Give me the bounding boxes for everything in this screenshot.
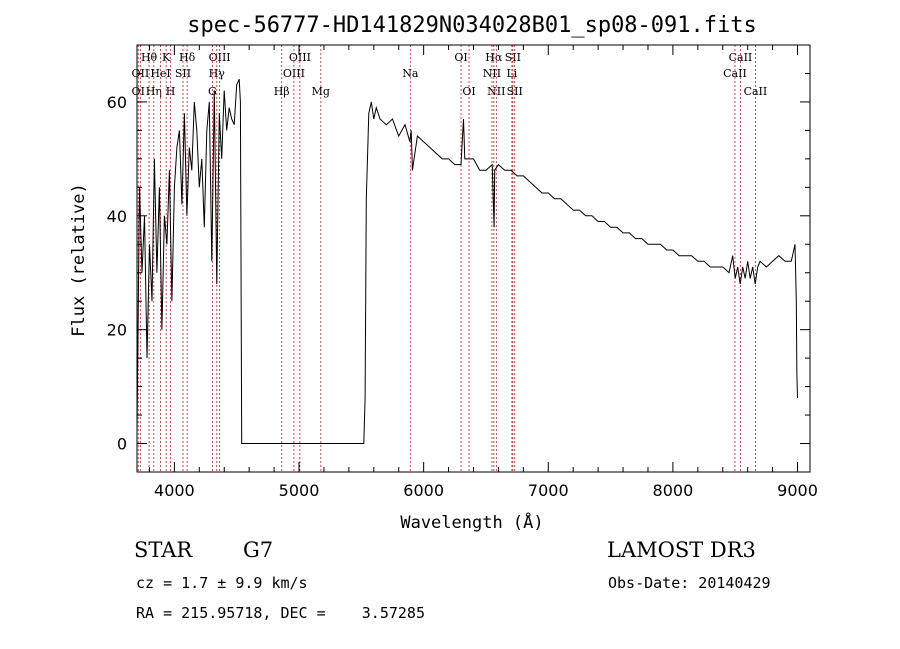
y-tick-label: 20 [107, 321, 127, 340]
spectral-line-label: Hθ [141, 51, 158, 64]
spectral-line-label: Na [402, 67, 419, 80]
spectral-line-label: OI [454, 51, 467, 64]
survey-name: LAMOST DR3 [607, 538, 756, 562]
subclass: G7 [243, 538, 274, 562]
spectral-line-label: Li [506, 67, 517, 80]
x-axis-label: Wavelength (Å) [400, 511, 543, 533]
plot-frame [136, 44, 811, 473]
spectral-line-label: CaII [744, 85, 768, 98]
redshift-value: cz = 1.7 ± 9.9 km/s [136, 574, 308, 592]
spectral-line-label: Hβ [274, 85, 290, 98]
spectral-line-label: Hδ [179, 51, 196, 64]
spectral-line-label: Mg [312, 85, 330, 98]
spectral-line-label: CaII [723, 67, 747, 80]
spectral-line-label: OI [132, 85, 145, 98]
spectral-line-label: SII [505, 51, 521, 64]
spectral-line-label: HeI [150, 67, 170, 80]
y-axis-label: Flux (relative) [69, 183, 89, 337]
x-tick-label: 6000 [403, 481, 444, 500]
spectral-line-label: SII [507, 85, 523, 98]
y-tick-label: 0 [117, 435, 127, 454]
spectral-line-label: OIII [209, 51, 231, 64]
y-tick-label: 60 [107, 93, 127, 112]
x-tick-label: 4000 [154, 481, 195, 500]
spectral-line-label: Hα [485, 51, 503, 64]
spectral-line-label: NII [487, 85, 505, 98]
x-tick-label: 8000 [653, 481, 694, 500]
spectral-line-label: CaII [729, 51, 753, 64]
spectral-line-label: Hη [146, 85, 162, 98]
spectral-line-label: K [162, 51, 171, 64]
x-tick-label: 7000 [528, 481, 569, 500]
spectral-line-label: SII [175, 67, 191, 80]
object-type: STAR [134, 538, 193, 562]
spectral-line-label: OIII [283, 67, 305, 80]
spectral-line-label: OI [462, 85, 475, 98]
spectral-line-label: Hγ [209, 67, 226, 80]
chart-title: spec-56777-HD141829N034028B01_sp08-091.f… [187, 13, 757, 38]
x-tick-label: 9000 [777, 481, 818, 500]
axis-ticks: 4000 5000 6000 7000 8000 9000 0 20 40 60 [107, 45, 818, 500]
spectrum-line [136, 78, 798, 444]
x-tick-label: 5000 [279, 481, 320, 500]
spectral-line-label: NII [483, 67, 501, 80]
spectral-line-label: OIII [289, 51, 311, 64]
spectrum-series [136, 78, 798, 444]
spectral-line-label: H [166, 85, 176, 98]
coordinates: RA = 215.95718, DEC = 3.57285 [136, 604, 425, 622]
spectral-line-label: G [208, 85, 217, 98]
y-tick-label: 40 [107, 207, 127, 226]
obs-date: Obs-Date: 20140429 [608, 574, 771, 592]
